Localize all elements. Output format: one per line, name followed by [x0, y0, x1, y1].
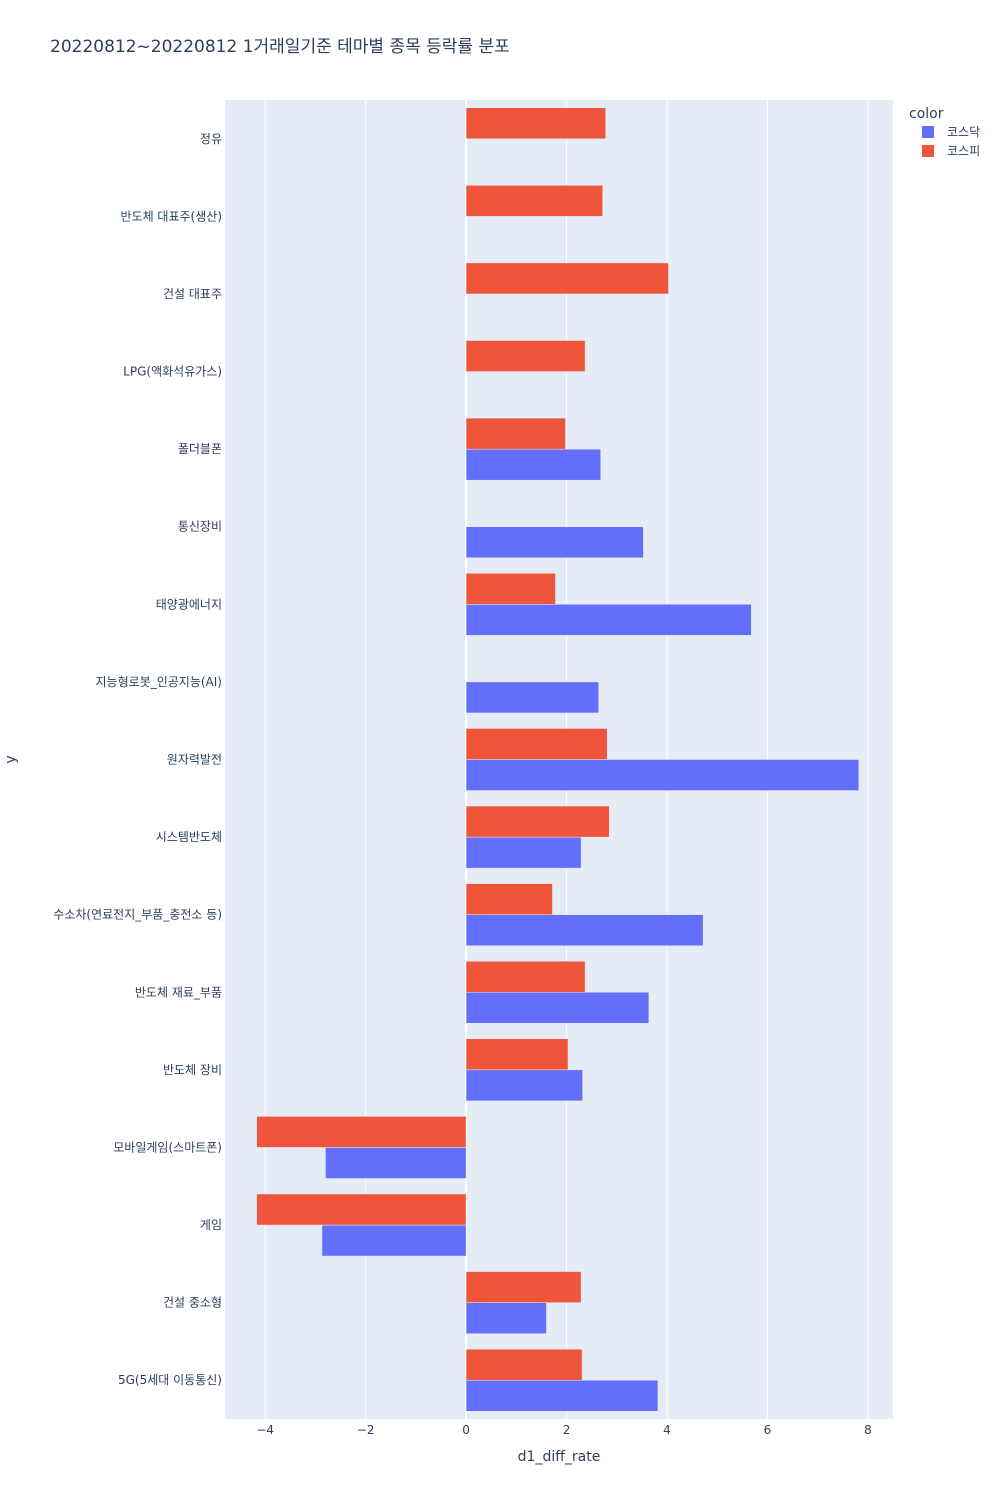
y-tick-label: 건설 중소형	[163, 1296, 222, 1310]
bar-series-1[interactable]	[465, 759, 860, 791]
bar-series-1[interactable]	[465, 681, 599, 714]
x-tick-label: −2	[357, 1423, 375, 1437]
bar-series-1[interactable]	[465, 836, 582, 869]
legend-label[interactable]: 코스피	[947, 144, 980, 158]
bar-series-2[interactable]	[465, 340, 586, 372]
x-tick-label: 0	[462, 1423, 470, 1437]
y-axis-title: y	[3, 755, 19, 763]
bar-series-1[interactable]	[465, 526, 644, 559]
x-tick-label: −4	[256, 1423, 274, 1437]
y-tick-label: 시스템반도체	[156, 830, 222, 844]
bar-series-2[interactable]	[465, 805, 610, 838]
y-tick-label: 통신장비	[178, 520, 222, 534]
bar-series-2[interactable]	[465, 185, 603, 217]
y-tick-label: 폴더블폰	[178, 442, 222, 456]
y-tick-label: 정유	[200, 132, 222, 146]
legend-title: color	[909, 106, 944, 122]
bar-series-1[interactable]	[465, 992, 650, 1024]
bar-series-1[interactable]	[321, 1224, 467, 1257]
x-tick-labels: −4 −2 0 2 4 6 8	[256, 1423, 871, 1437]
bar-series-2[interactable]	[465, 960, 586, 993]
y-tick-label: 지능형로봇_인공지능(AI)	[96, 675, 222, 689]
x-tick-label: 4	[663, 1423, 671, 1437]
bar-series-1[interactable]	[465, 448, 601, 481]
y-tick-label: 반도체 재료_부품	[135, 985, 222, 999]
bar-series-1[interactable]	[465, 914, 704, 946]
y-tick-label: 건설 대표주	[163, 287, 222, 301]
bar-series-1[interactable]	[465, 1379, 659, 1412]
bar-series-2[interactable]	[465, 883, 553, 915]
bar-series-2[interactable]	[465, 417, 566, 450]
bar-series-1[interactable]	[465, 604, 752, 636]
x-tick-label: 2	[563, 1423, 571, 1437]
y-tick-label: LPG(액화석유가스)	[123, 365, 222, 379]
y-tick-label: 모바일게임(스마트폰)	[113, 1140, 222, 1154]
y-tick-label: 반도체 장비	[163, 1063, 222, 1077]
chart-title: 20220812~20220812 1거래일기준 테마별 종목 등락률 분포	[50, 37, 510, 57]
x-axis-title: d1_diff_rate	[518, 1449, 601, 1465]
bar-series-2[interactable]	[465, 107, 606, 140]
y-tick-label: 원자력발전	[167, 753, 222, 767]
x-tick-label: 6	[764, 1423, 772, 1437]
bar-series-1[interactable]	[325, 1147, 467, 1179]
bar-series-2[interactable]	[465, 1271, 582, 1303]
bars-layer	[256, 107, 860, 1412]
bar-series-2[interactable]	[465, 728, 608, 760]
bar-series-2[interactable]	[465, 262, 669, 295]
legend-label[interactable]: 코스닥	[947, 125, 980, 139]
bar-series-2[interactable]	[465, 1038, 569, 1071]
bar-series-1[interactable]	[465, 1069, 583, 1102]
bar-series-2[interactable]	[465, 573, 556, 605]
legend-swatch[interactable]	[922, 126, 934, 138]
y-tick-label: 5G(5세대 이동통신)	[118, 1373, 222, 1387]
bar-series-2[interactable]	[465, 1348, 583, 1381]
legend-swatch[interactable]	[922, 145, 934, 157]
y-tick-label: 반도체 대표주(생산)	[121, 209, 223, 223]
x-tick-label: 8	[864, 1423, 872, 1437]
bar-series-2[interactable]	[256, 1193, 467, 1226]
y-tick-label: 게임	[200, 1218, 222, 1232]
bar-series-2[interactable]	[256, 1116, 467, 1148]
y-tick-label: 태양광에너지	[156, 597, 222, 611]
y-tick-label: 수소차(연료전지_부품_충전소 등)	[53, 908, 222, 922]
bar-series-1[interactable]	[465, 1302, 547, 1334]
